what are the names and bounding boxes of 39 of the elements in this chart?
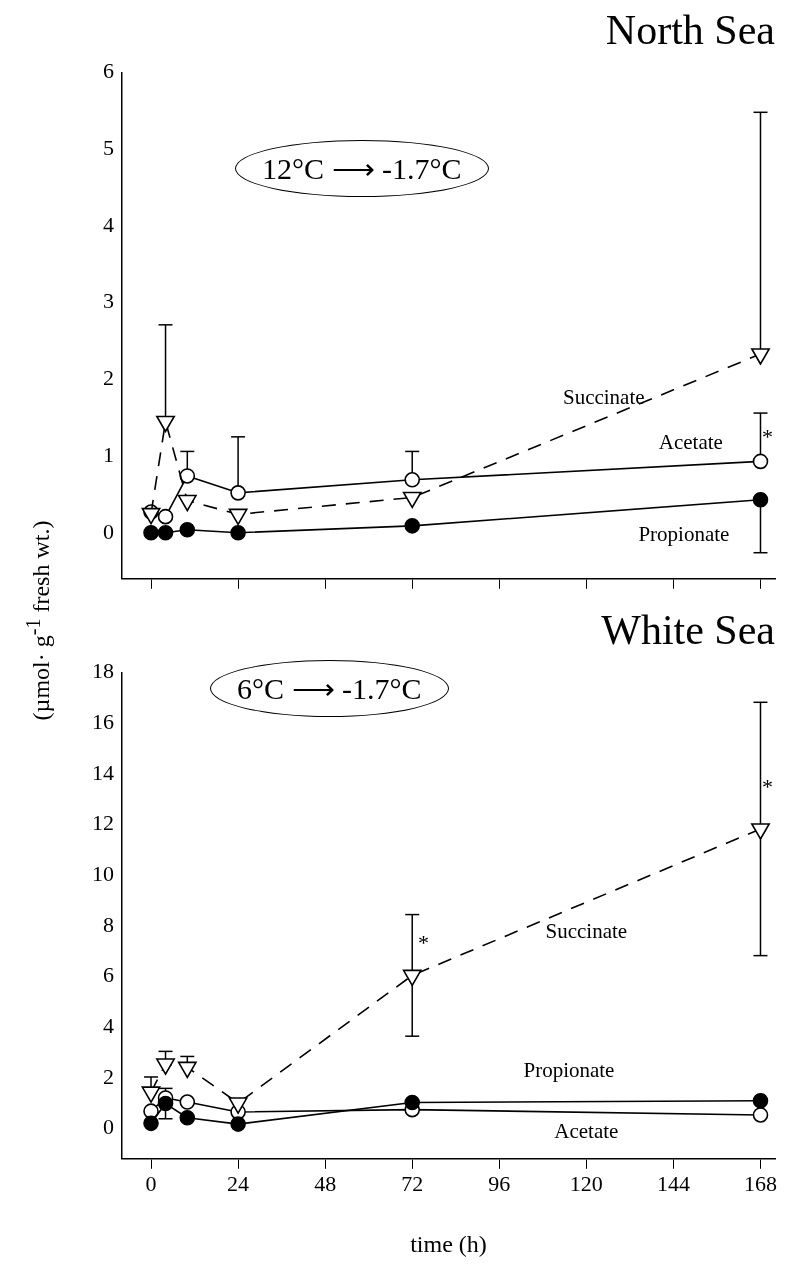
series-label: Propionate bbox=[638, 522, 730, 547]
x-tick-label: 144 bbox=[656, 1170, 690, 1196]
y-tick-label: 2 bbox=[103, 365, 114, 391]
y-tick-label: 5 bbox=[103, 134, 114, 160]
x-tick-label: 0 bbox=[145, 1170, 157, 1196]
annotation: * bbox=[418, 930, 429, 955]
x-tick-label: 120 bbox=[569, 1170, 603, 1196]
y-tick-label: 0 bbox=[103, 1114, 114, 1140]
series-label: Succinate bbox=[545, 918, 628, 943]
x-tick-label: 72 bbox=[401, 1170, 424, 1196]
series-label: Acetate bbox=[554, 1118, 619, 1143]
y-tick-label: 6 bbox=[103, 962, 114, 988]
annotation: * bbox=[762, 774, 773, 799]
y-tick-label: 10 bbox=[92, 860, 114, 886]
y-tick-label: 16 bbox=[92, 708, 114, 734]
x-tick-label: 168 bbox=[743, 1170, 777, 1196]
y-tick-label: 3 bbox=[103, 288, 114, 314]
x-tick-label: 96 bbox=[488, 1170, 511, 1196]
y-tick-label: 2 bbox=[103, 1063, 114, 1089]
series-label: Acetate bbox=[658, 429, 723, 454]
chart-title: White Sea bbox=[601, 607, 776, 654]
x-tick-label: 24 bbox=[227, 1170, 250, 1196]
y-tick-label: 6 bbox=[103, 58, 114, 84]
annotation: 6°C ⟶ -1.7°C bbox=[210, 660, 449, 717]
y-tick-label: 4 bbox=[103, 211, 114, 237]
x-tick-label: 48 bbox=[314, 1170, 337, 1196]
series-label: Propionate bbox=[523, 1058, 615, 1083]
y-tick-label: 8 bbox=[103, 911, 114, 937]
y-tick-label: 12 bbox=[92, 810, 114, 836]
y-tick-label: 18 bbox=[92, 658, 114, 684]
y-tick-label: 14 bbox=[92, 759, 114, 785]
annotation: * bbox=[762, 424, 773, 449]
y-tick-label: 1 bbox=[103, 441, 114, 467]
y-tick-label: 4 bbox=[103, 1012, 114, 1038]
chart-title: North Sea bbox=[605, 7, 776, 54]
annotation: 12°C ⟶ -1.7°C bbox=[235, 140, 489, 197]
series-label: Succinate bbox=[562, 385, 645, 410]
x-axis-title: time (h) bbox=[410, 1230, 487, 1257]
y-tick-label: 0 bbox=[103, 518, 114, 544]
